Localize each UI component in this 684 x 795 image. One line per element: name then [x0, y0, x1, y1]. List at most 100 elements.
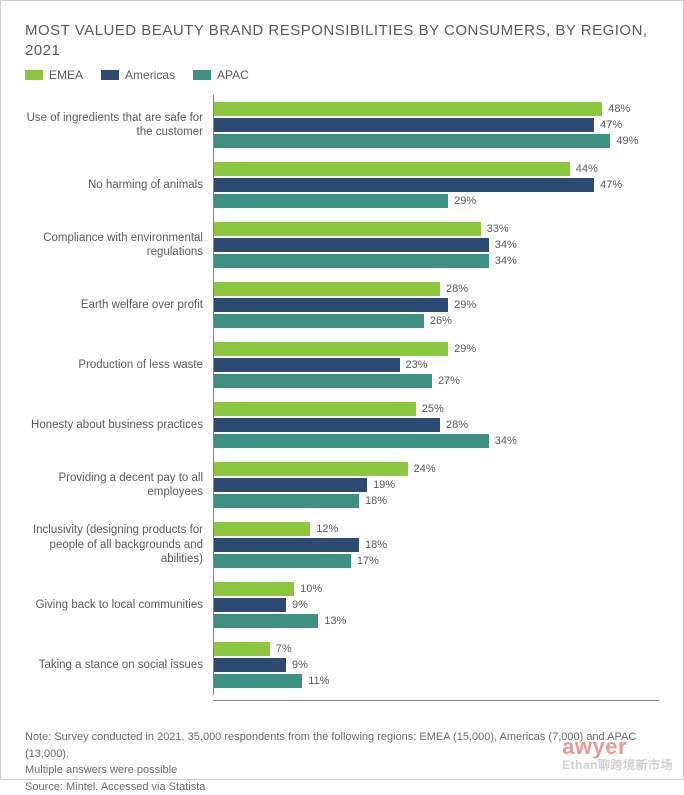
bar: [213, 194, 448, 208]
value-label: 18%: [365, 495, 387, 507]
legend-item: APAC: [193, 68, 249, 82]
value-label: 17%: [357, 555, 379, 567]
value-label: 34%: [495, 239, 517, 251]
bar-group: Taking a stance on social issues7%9%11%: [25, 640, 659, 690]
bar-row: 25%: [213, 402, 659, 416]
bar-row: 24%: [213, 462, 659, 476]
bar: [213, 434, 489, 448]
legend: EMEA Americas APAC: [25, 68, 659, 82]
bar-stack: 24% 19% 18%: [213, 460, 659, 510]
value-label: 23%: [406, 359, 428, 371]
value-label: 10%: [300, 583, 322, 595]
bar-row: 34%: [213, 434, 659, 448]
bar: [213, 222, 481, 236]
y-axis-segment: [213, 335, 214, 395]
y-axis-segment: [213, 455, 214, 515]
bar-row: 34%: [213, 238, 659, 252]
bar: [213, 538, 359, 552]
bar: [213, 282, 440, 296]
y-axis-segment: [213, 635, 214, 695]
bar-group: Production of less waste29%23%27%: [25, 340, 659, 390]
footnote-line: Source: Mintel. Accessed via Statista: [25, 779, 659, 795]
bar: [213, 554, 351, 568]
bar: [213, 314, 424, 328]
bar-row: 13%: [213, 614, 659, 628]
y-axis-segment: [213, 215, 214, 275]
bar-row: 34%: [213, 254, 659, 268]
y-axis-segment: [213, 95, 214, 155]
bar-group: No harming of animals 44%47% 29%: [25, 160, 659, 210]
bar: [213, 118, 594, 132]
y-axis-segment: [213, 155, 214, 215]
legend-label: EMEA: [49, 68, 83, 82]
chart: Use of ingredients that are safe for the…: [25, 100, 659, 701]
bar-row: 47%: [213, 118, 659, 132]
category-label: Giving back to local communities: [25, 580, 213, 630]
value-label: 33%: [487, 223, 509, 235]
bar: [213, 418, 440, 432]
footnote-line: Multiple answers were possible: [25, 762, 659, 779]
bar: [213, 522, 310, 536]
bar-row: 33%: [213, 222, 659, 236]
value-label: 19%: [373, 479, 395, 491]
value-label: 47%: [600, 119, 622, 131]
x-axis: [213, 700, 659, 701]
value-label: 44%: [576, 163, 598, 175]
bar: [213, 342, 448, 356]
bar: [213, 674, 302, 688]
bar-row: 17%: [213, 554, 659, 568]
legend-swatch: [101, 70, 119, 80]
bar-row: 9%: [213, 598, 659, 612]
bar-stack: 7%9%11%: [213, 640, 659, 690]
value-label: 47%: [600, 179, 622, 191]
category-label: No harming of animals: [25, 160, 213, 210]
bar: [213, 462, 408, 476]
bar-stack: 48% 47% 49%: [213, 100, 659, 150]
value-label: 26%: [430, 315, 452, 327]
category-label: Taking a stance on social issues: [25, 640, 213, 690]
y-axis-segment: [213, 395, 214, 455]
bar-group: Honesty about business practices25%28%34…: [25, 400, 659, 450]
chart-title: MOST VALUED BEAUTY BRAND RESPONSIBILITIE…: [25, 21, 659, 60]
legend-label: APAC: [217, 68, 249, 82]
bar-row: 10%: [213, 582, 659, 596]
bar-group: Earth welfare over profit 28% 29%26%: [25, 280, 659, 330]
bar: [213, 402, 416, 416]
bar-stack: 10% 9% 13%: [213, 580, 659, 630]
bar: [213, 658, 286, 672]
bar: [213, 598, 286, 612]
footnote: Note: Survey conducted in 2021. 35,000 r…: [25, 729, 659, 795]
bar-row: 23%: [213, 358, 659, 372]
bar: [213, 494, 359, 508]
bar-row: 7%: [213, 642, 659, 656]
legend-swatch: [193, 70, 211, 80]
bar-row: 26%: [213, 314, 659, 328]
value-label: 34%: [495, 435, 517, 447]
value-label: 28%: [446, 283, 468, 295]
bar-row: 47%: [213, 178, 659, 192]
bar: [213, 298, 448, 312]
bar-row: 9%: [213, 658, 659, 672]
bar: [213, 374, 432, 388]
bar-row: 48%: [213, 102, 659, 116]
value-label: 27%: [438, 375, 460, 387]
category-label: Inclusivity (designing products for peop…: [25, 520, 213, 570]
category-label: Use of ingredients that are safe for the…: [25, 100, 213, 150]
bar-row: 19%: [213, 478, 659, 492]
value-label: 29%: [454, 343, 476, 355]
bar-row: 12%: [213, 522, 659, 536]
bar-stack: 12% 18% 17%: [213, 520, 659, 570]
bar: [213, 238, 489, 252]
bar-row: 27%: [213, 374, 659, 388]
value-label: 12%: [316, 523, 338, 535]
bar: [213, 582, 294, 596]
bar-row: 29%: [213, 194, 659, 208]
value-label: 29%: [454, 299, 476, 311]
bar: [213, 358, 400, 372]
category-label: Earth welfare over profit: [25, 280, 213, 330]
value-label: 18%: [365, 539, 387, 551]
value-label: 49%: [616, 135, 638, 147]
legend-label: Americas: [125, 68, 175, 82]
bar: [213, 178, 594, 192]
bar: [213, 162, 570, 176]
